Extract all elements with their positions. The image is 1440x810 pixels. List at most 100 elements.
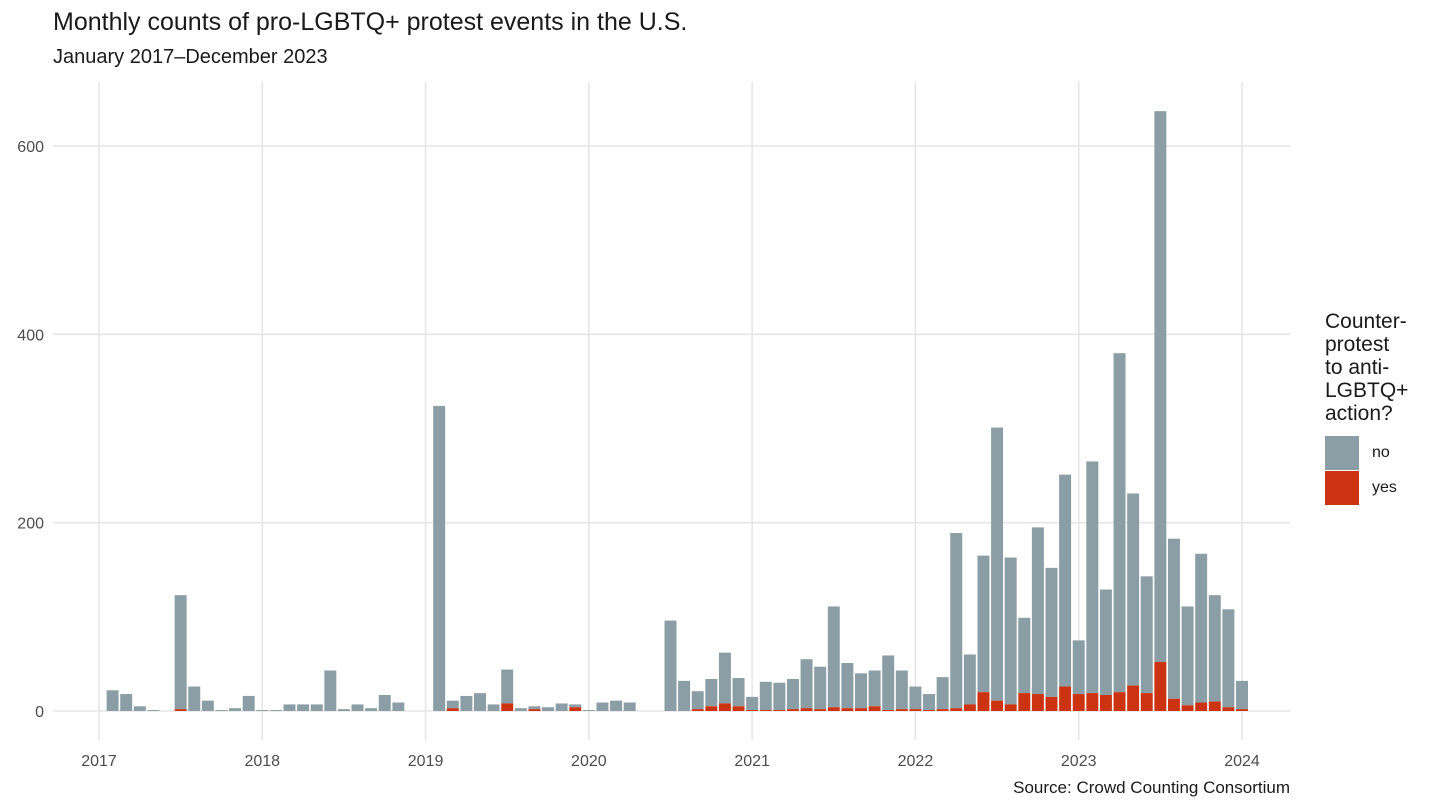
bar-no: [324, 670, 337, 711]
legend-item-no: no: [1325, 435, 1435, 470]
bar-no: [174, 595, 187, 710]
bar-yes: [446, 708, 459, 711]
bar-yes: [800, 708, 813, 711]
legend-label-yes: yes: [1372, 478, 1397, 496]
bar-no: [1195, 553, 1208, 703]
bar-yes: [501, 703, 514, 711]
bar-yes: [1004, 704, 1017, 711]
bar-yes: [1086, 693, 1099, 711]
bar-no: [310, 704, 323, 711]
bar-yes: [1113, 692, 1126, 711]
bar-yes: [174, 709, 187, 711]
bar-no: [841, 662, 854, 709]
bar-no: [786, 678, 799, 710]
bar-yes: [1154, 662, 1167, 711]
y-tick-label: 600: [17, 139, 44, 156]
bar-yes: [1099, 694, 1112, 711]
bar-no: [542, 707, 555, 711]
bar-yes: [1195, 702, 1208, 711]
bar-no: [678, 680, 691, 711]
legend-swatch-yes: [1325, 470, 1359, 505]
bar-no: [1031, 527, 1044, 695]
bar-yes: [991, 700, 1004, 711]
bar-no: [133, 706, 146, 711]
bar-no: [718, 652, 731, 704]
bar-yes: [1059, 686, 1072, 711]
bar-yes: [882, 710, 895, 711]
bar-yes: [868, 706, 881, 711]
bar-no: [991, 427, 1004, 701]
chart-title: Monthly counts of pro-LGBTQ+ protest eve…: [53, 8, 688, 36]
bar-no: [229, 708, 242, 711]
bar-no: [909, 686, 922, 710]
bar-no: [555, 703, 568, 711]
legend-title: Counter- protest to anti- LGBTQ+ action?: [1325, 310, 1409, 425]
bar-yes: [705, 706, 718, 711]
bar-yes: [1140, 693, 1153, 711]
bar-no: [963, 654, 976, 705]
bar-no: [923, 694, 936, 711]
bar-no: [487, 704, 500, 711]
bar-no: [1181, 606, 1194, 706]
bar-yes: [841, 708, 854, 711]
chart-subtitle: January 2017–December 2023: [53, 46, 328, 68]
bar-no: [882, 655, 895, 711]
bar-no: [827, 606, 840, 708]
bar-no: [1059, 474, 1072, 687]
bar-yes: [528, 709, 541, 711]
bar-no: [1099, 589, 1112, 695]
bar-no: [610, 700, 623, 711]
bar-yes: [1167, 698, 1180, 711]
bar-no: [1167, 538, 1180, 699]
bar-no: [950, 533, 963, 709]
bar-no: [392, 702, 405, 711]
bar-yes: [814, 709, 827, 711]
bar-no: [1127, 493, 1140, 686]
bar-no: [297, 704, 310, 711]
y-tick-label: 400: [17, 327, 44, 344]
bar-no: [215, 710, 228, 711]
bar-yes: [786, 709, 799, 711]
bar-yes: [1127, 685, 1140, 711]
x-tick-label: 2021: [734, 753, 770, 770]
bar-no: [433, 405, 446, 711]
bar-yes: [1031, 694, 1044, 711]
bar-no: [514, 708, 527, 711]
x-tick-label: 2020: [571, 753, 607, 770]
bar-yes: [936, 709, 949, 711]
legend-label-no: no: [1372, 443, 1390, 461]
bar-no: [147, 710, 160, 711]
bar-no: [746, 696, 759, 711]
legend: Counter- protest to anti- LGBTQ+ action?…: [1325, 310, 1435, 505]
x-tick-label: 2023: [1061, 753, 1097, 770]
bar-no: [705, 678, 718, 707]
y-tick-label: 200: [17, 516, 44, 533]
bar-no: [814, 666, 827, 710]
bar-yes: [977, 692, 990, 711]
bar-no: [528, 706, 541, 710]
bar-no: [773, 682, 786, 711]
bar-no: [1113, 353, 1126, 693]
bar-yes: [1045, 696, 1058, 711]
x-tick-label: 2018: [244, 753, 280, 770]
bar-yes: [950, 708, 963, 711]
bar-yes: [1222, 707, 1235, 711]
bar-yes: [909, 709, 922, 711]
chart-caption: Source: Crowd Counting Consortium: [1013, 778, 1290, 797]
bar-no: [855, 673, 867, 709]
bar-yes: [759, 710, 772, 711]
bar-no: [283, 704, 296, 711]
bar-no: [1072, 640, 1085, 695]
x-tick-label: 2017: [81, 753, 117, 770]
bar-no: [895, 670, 908, 710]
x-tick-label: 2022: [898, 753, 934, 770]
legend-swatch-no: [1325, 435, 1359, 470]
bar-no: [256, 710, 269, 711]
x-tick-label: 2019: [408, 753, 444, 770]
bar-yes: [963, 704, 976, 711]
bar-no: [337, 709, 350, 711]
bar-no: [868, 670, 881, 707]
legend-item-yes: yes: [1325, 470, 1435, 505]
bar-no: [1208, 595, 1221, 702]
bar-no: [269, 710, 282, 711]
